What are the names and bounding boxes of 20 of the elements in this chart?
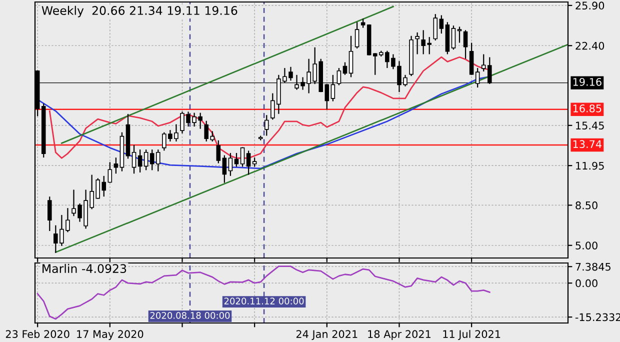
x-tick-label: 11 Jul 2021	[443, 330, 500, 340]
y-tick-label: 22.40	[576, 42, 604, 50]
ref-line-label: 2020.11.12 00:00	[224, 298, 304, 304]
ref-line-label: 19.16	[573, 78, 602, 86]
ref-line-label: 2020.08.18 00:00	[150, 312, 230, 319]
y-tick-label: 11.95	[576, 162, 604, 170]
chart-title: Weekly 20.66 21.34 19.11 19.16	[42, 6, 238, 18]
x-tick-label: 18 Apr 2021	[368, 330, 430, 340]
y-tick-label: 8.50	[576, 201, 598, 210]
ref-line-label: 13.74	[573, 140, 602, 148]
y-tick-label: 7.3845	[576, 262, 610, 271]
y-tick-label: 15.45	[576, 122, 604, 130]
x-tick-label: 23 Feb 2020	[6, 330, 70, 338]
x-tick-label: 24 Jan 2021	[296, 330, 358, 340]
ref-line-label: 16.85	[573, 104, 602, 112]
chart-title: Marlin -4.0923	[42, 264, 126, 274]
y-tick-label: 5.00	[576, 242, 598, 250]
y-tick-label: 25.90	[576, 2, 604, 10]
x-tick-label: 17 May 2020	[77, 330, 144, 340]
y-tick-label: 0.00	[576, 279, 598, 288]
